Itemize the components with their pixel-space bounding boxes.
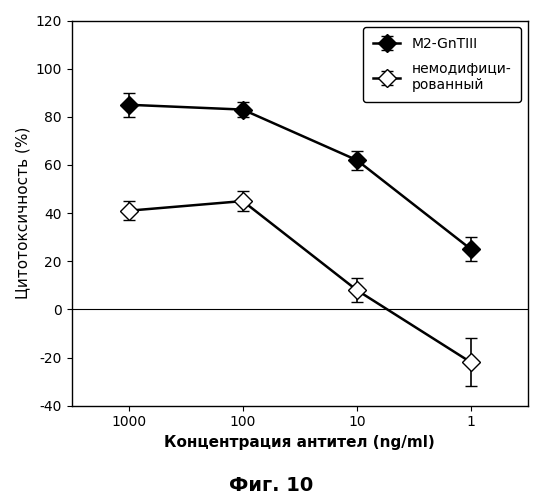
Y-axis label: Цитотоксичность (%): Цитотоксичность (%) <box>15 127 30 300</box>
X-axis label: Концентрация антител (ng/ml): Концентрация антител (ng/ml) <box>165 435 435 450</box>
Text: Фиг. 10: Фиг. 10 <box>229 476 314 495</box>
Legend: M2-GnTIII, немодифици-
рованный: M2-GnTIII, немодифици- рованный <box>363 28 521 102</box>
